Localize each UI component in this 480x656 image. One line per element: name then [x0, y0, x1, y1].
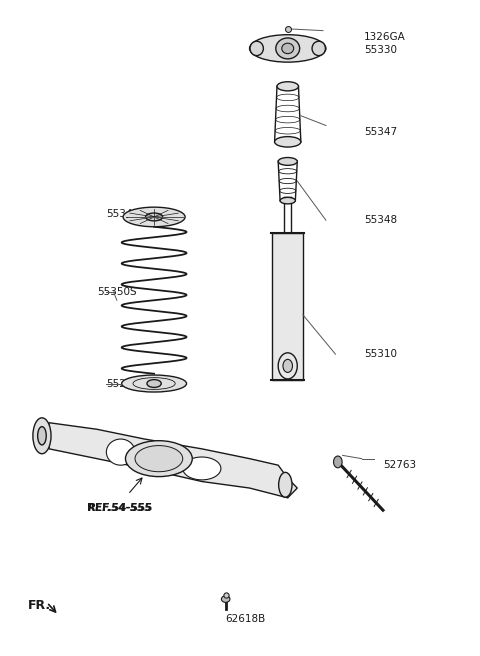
Text: FR.: FR. — [28, 599, 51, 612]
Ellipse shape — [282, 43, 294, 54]
Ellipse shape — [183, 457, 221, 480]
Ellipse shape — [280, 197, 295, 204]
Text: REF.54-555: REF.54-555 — [87, 502, 153, 512]
Polygon shape — [49, 422, 297, 498]
Circle shape — [283, 359, 292, 373]
Ellipse shape — [135, 445, 183, 472]
Text: 55330: 55330 — [364, 45, 397, 55]
Ellipse shape — [221, 596, 230, 602]
Ellipse shape — [145, 213, 163, 221]
Ellipse shape — [279, 472, 292, 497]
Text: 55350S: 55350S — [97, 287, 136, 297]
Ellipse shape — [312, 41, 325, 56]
Ellipse shape — [37, 426, 46, 445]
Ellipse shape — [147, 380, 161, 388]
Text: 1326GA: 1326GA — [364, 32, 406, 43]
Ellipse shape — [121, 375, 187, 392]
Ellipse shape — [250, 41, 264, 56]
Text: 55347: 55347 — [364, 127, 397, 137]
Text: 55272: 55272 — [107, 379, 140, 388]
Ellipse shape — [275, 136, 301, 147]
Text: 62618B: 62618B — [226, 613, 266, 624]
Ellipse shape — [33, 418, 51, 454]
Ellipse shape — [278, 157, 297, 165]
Ellipse shape — [250, 35, 326, 62]
Ellipse shape — [125, 441, 192, 477]
Text: 55310: 55310 — [364, 349, 397, 359]
Ellipse shape — [277, 82, 299, 91]
Ellipse shape — [276, 38, 300, 59]
Circle shape — [334, 456, 342, 468]
Text: 52763: 52763 — [383, 460, 416, 470]
Text: REF.54-555: REF.54-555 — [87, 502, 152, 512]
Text: 55341: 55341 — [107, 209, 140, 218]
Text: 55348: 55348 — [364, 215, 397, 225]
Ellipse shape — [107, 439, 135, 465]
Ellipse shape — [123, 207, 185, 227]
Bar — [273, 234, 303, 380]
